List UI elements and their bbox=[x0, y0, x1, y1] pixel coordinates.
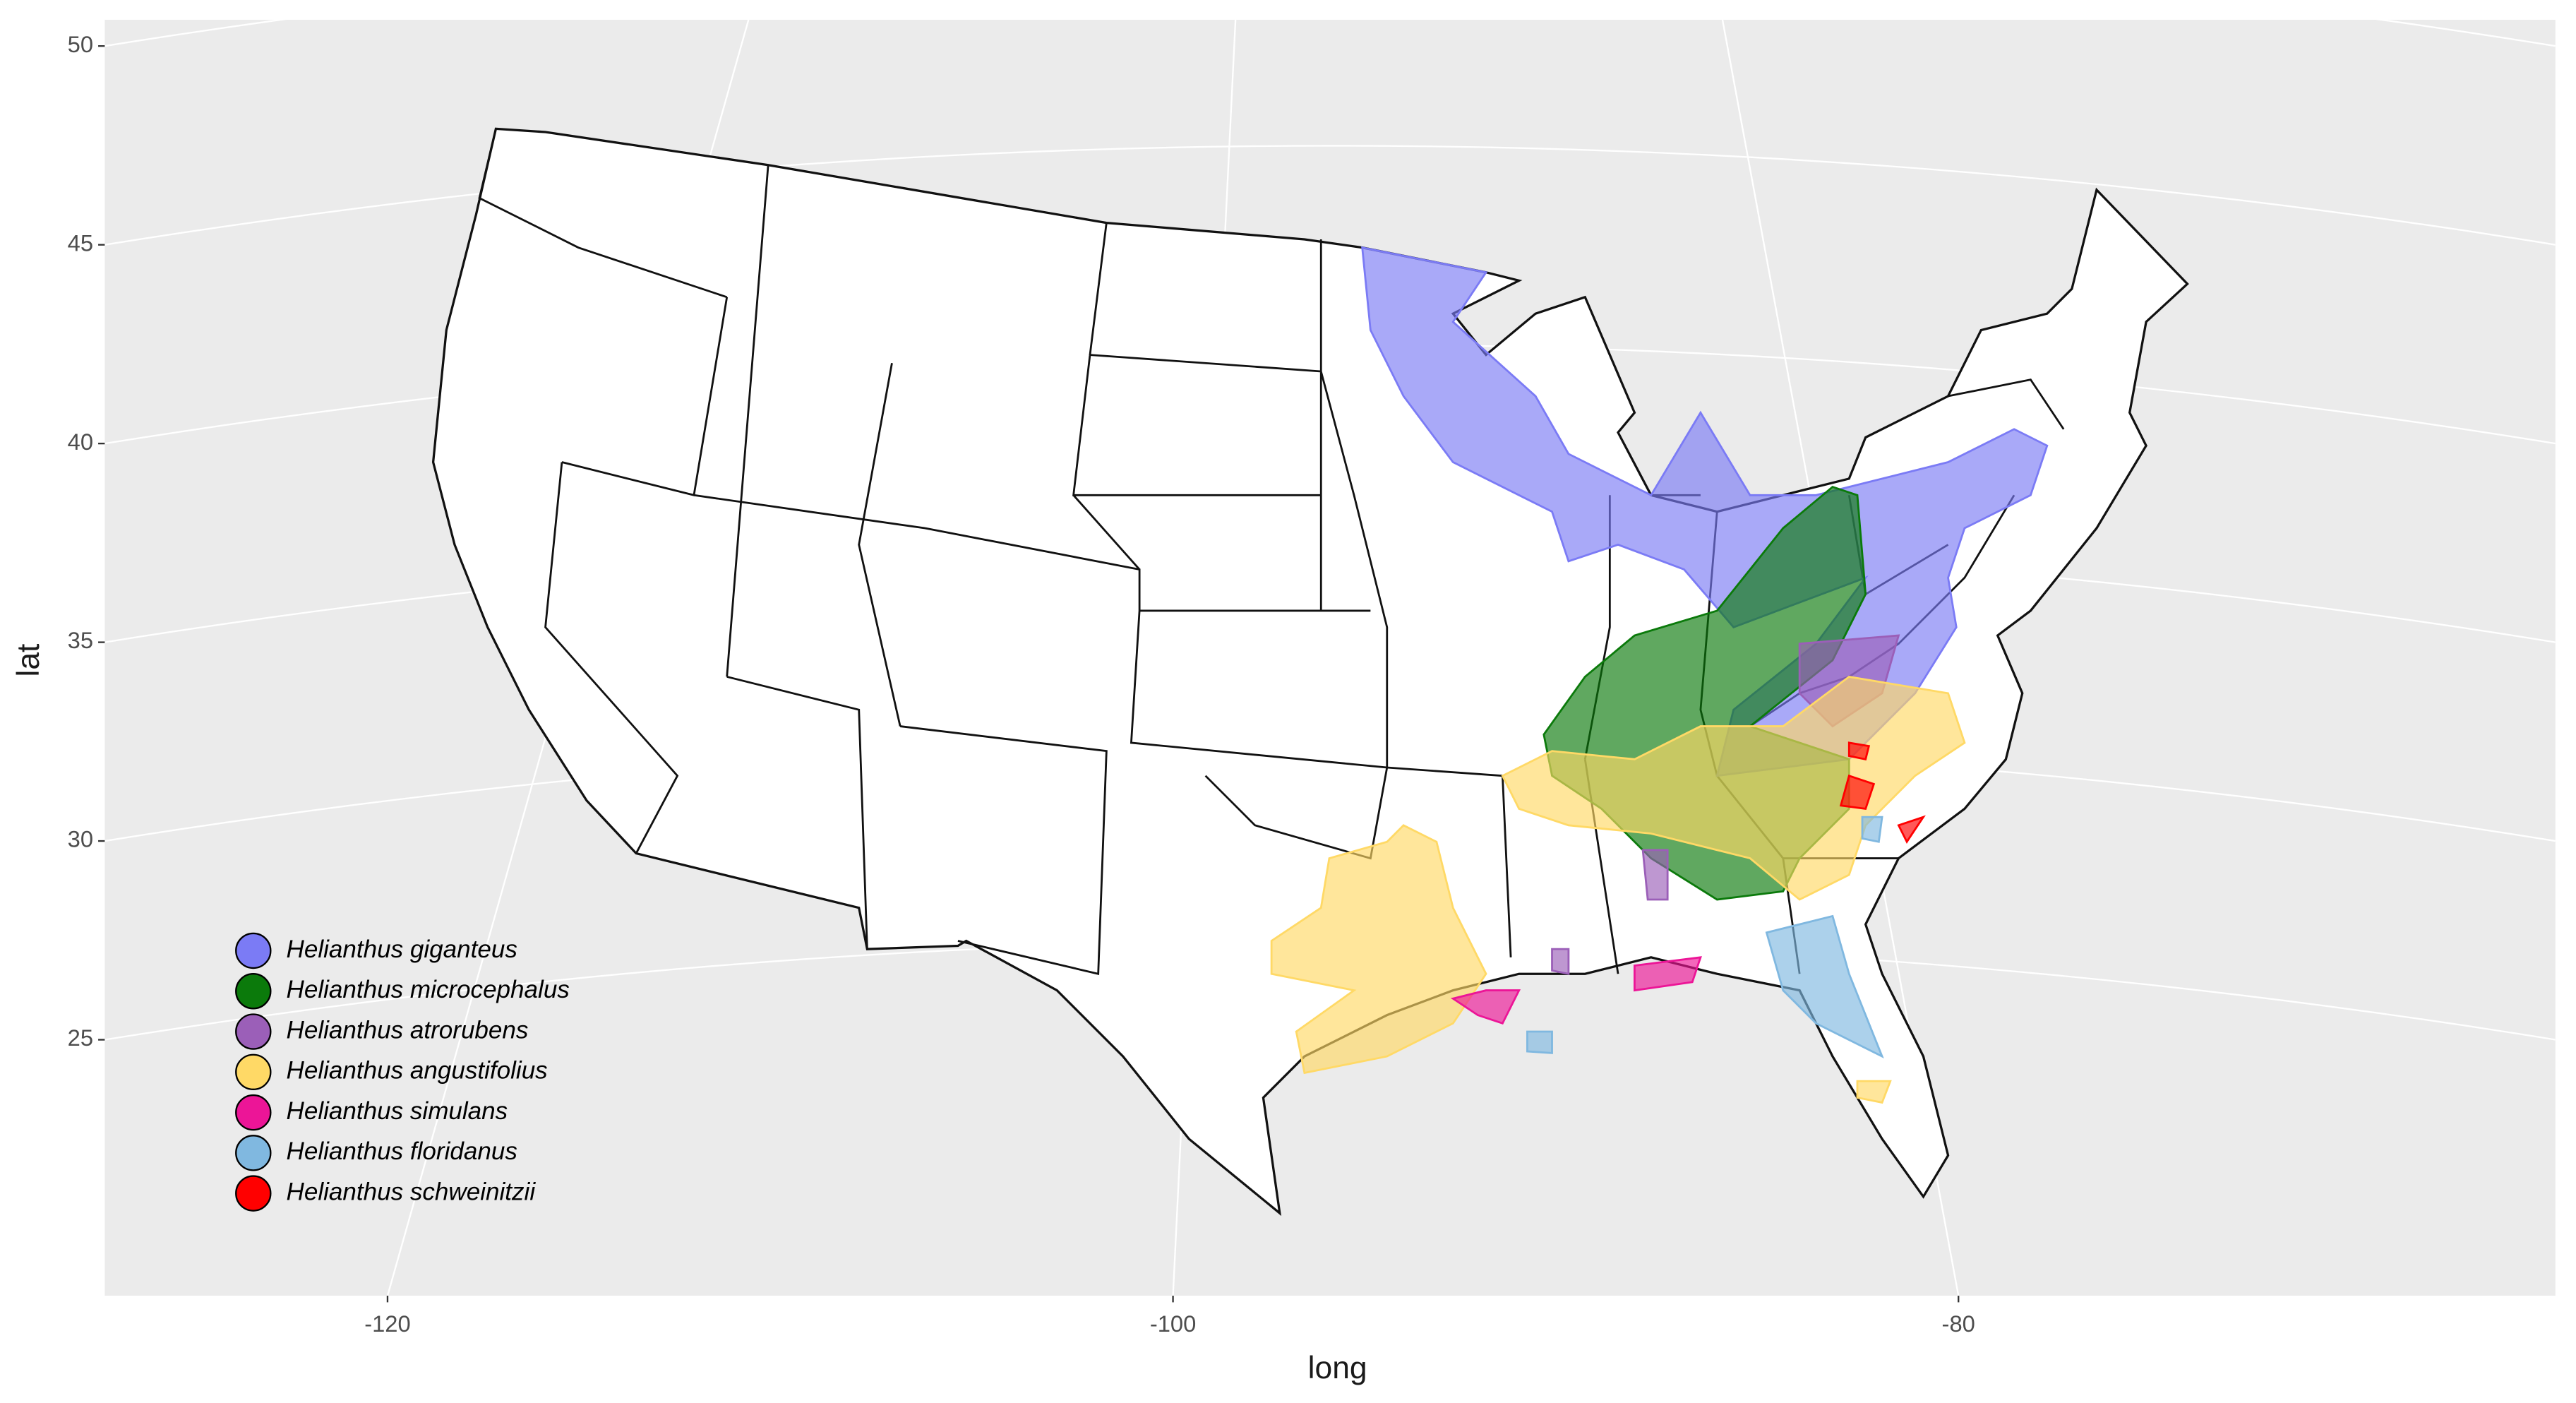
legend-label: Helianthus floridanus bbox=[287, 1138, 517, 1165]
y-tick-label: 35 bbox=[68, 627, 93, 653]
legend-swatch bbox=[235, 1135, 272, 1171]
y-tick-label: 45 bbox=[68, 229, 93, 256]
legend-label: Helianthus simulans bbox=[287, 1097, 508, 1125]
y-tick-label: 50 bbox=[68, 31, 93, 57]
legend-label: Helianthus atrorubens bbox=[287, 1016, 529, 1044]
y-axis-title: lat bbox=[11, 643, 46, 677]
legend-label: Helianthus microcephalus bbox=[287, 976, 570, 1003]
species-ranges bbox=[1270, 246, 2049, 1104]
legend-swatch bbox=[235, 932, 272, 969]
range-angustifolius bbox=[1270, 675, 1966, 1104]
x-tick-label: -120 bbox=[364, 1311, 411, 1337]
x-axis-title: long bbox=[1308, 1351, 1367, 1385]
range-simulans bbox=[1450, 956, 1702, 1025]
y-tick-label: 25 bbox=[68, 1025, 93, 1051]
x-tick-label: -100 bbox=[1150, 1311, 1197, 1337]
y-tick-label: 40 bbox=[68, 429, 93, 455]
legend-swatch bbox=[235, 1175, 272, 1212]
legend-swatch bbox=[235, 1013, 272, 1050]
legend-swatch bbox=[235, 1094, 272, 1131]
y-tick-label: 30 bbox=[68, 826, 93, 852]
legend-swatch bbox=[235, 1053, 272, 1091]
range-schweinitzii bbox=[1839, 741, 1926, 844]
range-floridanus bbox=[1526, 816, 1884, 1058]
legend-label: Helianthus schweinitzii bbox=[287, 1178, 537, 1205]
us-map bbox=[431, 127, 2189, 1217]
axes: long lat 25 30 35 40 45 50 -120 -100 -80 bbox=[11, 31, 1975, 1385]
x-tick-label: -80 bbox=[1942, 1311, 1975, 1337]
legend-label: Helianthus giganteus bbox=[287, 936, 517, 963]
legend-label: Helianthus angustifolius bbox=[287, 1057, 548, 1085]
legend: Helianthus giganteus Helianthus microceph… bbox=[235, 932, 570, 1212]
legend-swatch bbox=[235, 973, 272, 1010]
